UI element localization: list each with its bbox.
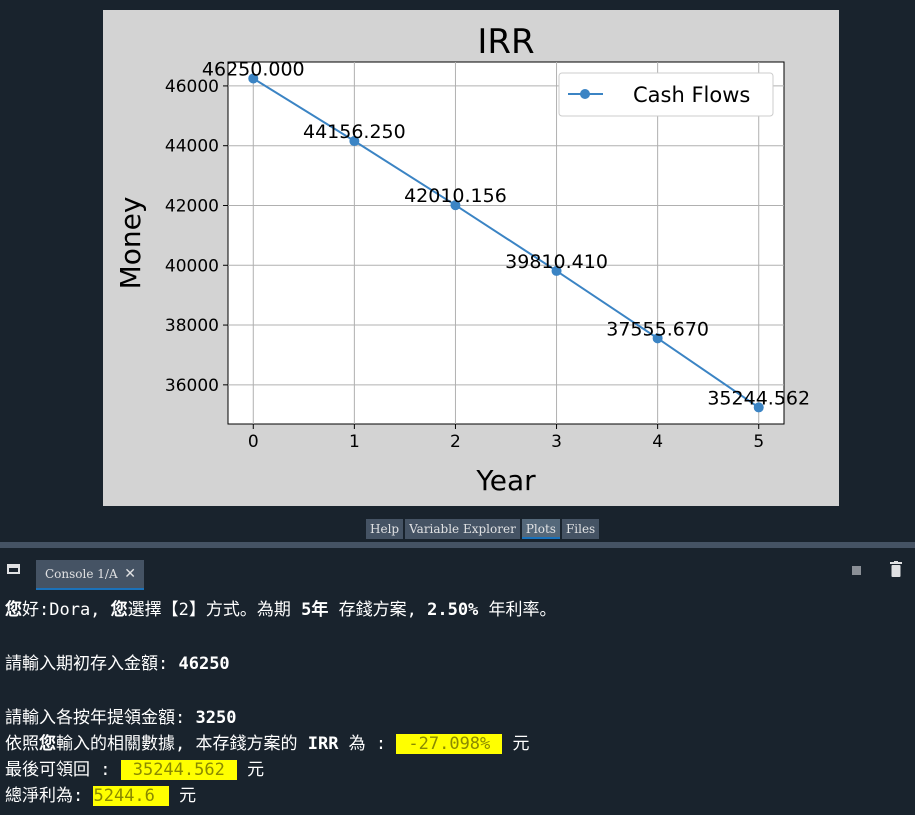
data-label: 39810.410 bbox=[505, 251, 608, 273]
data-point bbox=[551, 265, 562, 276]
console-line-net-profit: 總淨利為: 5244.6 元 bbox=[5, 786, 197, 806]
series-cash-flows: 46250.000 44156.250 42010.156 39810.410 3755… bbox=[202, 58, 810, 413]
tab-help[interactable]: Help bbox=[366, 519, 404, 539]
data-label: 37555.670 bbox=[606, 318, 709, 340]
y-tick-label: 42000 bbox=[165, 196, 219, 216]
window-icon[interactable] bbox=[7, 564, 20, 574]
data-label: 35244.562 bbox=[707, 387, 810, 409]
y-tick-label: 40000 bbox=[165, 256, 219, 276]
y-tick-label: 46000 bbox=[165, 77, 219, 97]
y-tick-label: 44000 bbox=[165, 137, 219, 157]
x-tick-label: 0 bbox=[248, 432, 259, 452]
console-line-irr: 依照您輸入的相關數據, 本存錢方案的 IRR 為 : -27.098% 元 bbox=[5, 734, 530, 754]
data-point bbox=[753, 402, 764, 413]
tab-variable-explorer[interactable]: Variable Explorer bbox=[405, 519, 520, 539]
x-tick-label: 1 bbox=[349, 432, 360, 452]
console-output[interactable]: 您好:Dora, 您選擇【2】方式。為期 5年 存錢方案, 2.50% 年利率。… bbox=[0, 596, 915, 815]
data-point bbox=[450, 200, 461, 211]
console-line-annual-withdrawal: 請輸入各按年提領金額: 3250 bbox=[5, 708, 237, 728]
console-line-greeting: 您好:Dora, 您選擇【2】方式。為期 5年 存錢方案, 2.50% 年利率。 bbox=[5, 600, 557, 620]
x-tick-label: 3 bbox=[551, 432, 562, 452]
legend-marker bbox=[580, 89, 590, 99]
data-point bbox=[652, 333, 663, 344]
net-profit-value: 5244.6 bbox=[93, 786, 169, 806]
gridlines bbox=[228, 62, 784, 424]
console-line-final-amount: 最後可領回 : 35244.562 元 bbox=[5, 760, 265, 780]
console-line-initial-deposit: 請輸入期初存入金額: 46250 bbox=[5, 654, 230, 674]
series-line bbox=[252, 77, 760, 409]
y-axis-label: Money bbox=[114, 197, 147, 290]
x-tick-label: 2 bbox=[450, 432, 461, 452]
legend-label: Cash Flows bbox=[633, 83, 750, 107]
legend: Cash Flows bbox=[558, 72, 774, 117]
data-label: 42010.156 bbox=[404, 185, 507, 207]
irr-chart: 0 1 2 3 4 5 36000 38000 40000 42000 44000 46000 462… bbox=[114, 22, 810, 497]
ticks: 0 1 2 3 4 5 36000 38000 40000 42000 44000 46000 bbox=[165, 77, 764, 452]
trash-icon[interactable] bbox=[890, 561, 902, 577]
x-axis-label: Year bbox=[475, 464, 536, 497]
irr-value: -27.098% bbox=[396, 734, 503, 754]
axes-background bbox=[227, 61, 785, 425]
stop-icon[interactable] bbox=[852, 566, 861, 575]
console-tab-label: Console 1/A bbox=[45, 567, 118, 581]
legend-box bbox=[558, 72, 774, 117]
data-label: 44156.250 bbox=[303, 121, 406, 143]
data-point bbox=[349, 136, 360, 147]
pane-separator[interactable] bbox=[0, 542, 915, 548]
chart-title: IRR bbox=[477, 22, 534, 62]
tab-console[interactable]: Console 1/A ✕ bbox=[36, 560, 144, 590]
tab-plots[interactable]: Plots bbox=[521, 519, 560, 539]
console-header: Console 1/A ✕ bbox=[0, 548, 915, 592]
data-point bbox=[248, 73, 259, 84]
plot-area: 0 1 2 3 4 5 36000 38000 40000 42000 44000 46000 462… bbox=[103, 10, 839, 506]
data-label: 46250.000 bbox=[202, 58, 305, 80]
x-tick-label: 5 bbox=[753, 432, 764, 452]
tab-files[interactable]: Files bbox=[561, 519, 600, 539]
final-amount-value: 35244.562 bbox=[120, 760, 237, 780]
close-icon[interactable]: ✕ bbox=[124, 566, 136, 582]
pane-tabs: Help Variable Explorer Plots Files bbox=[366, 519, 600, 539]
y-tick-label: 36000 bbox=[165, 376, 219, 396]
x-tick-label: 4 bbox=[652, 432, 663, 452]
y-tick-label: 38000 bbox=[165, 316, 219, 336]
